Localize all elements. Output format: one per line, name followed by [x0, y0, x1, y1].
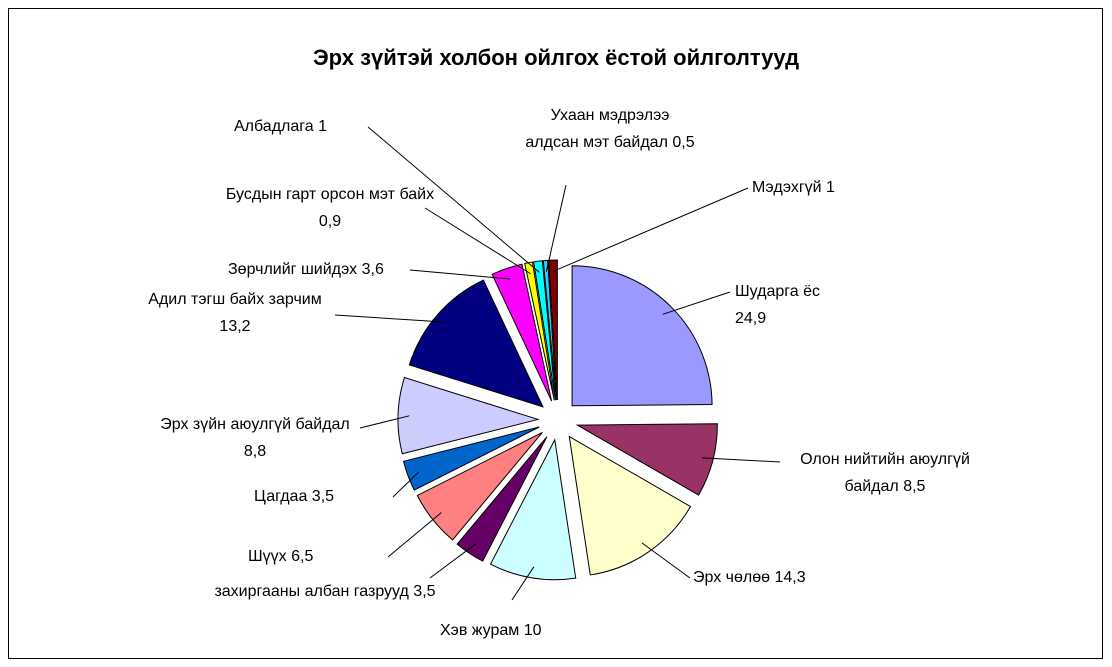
leader-line — [359, 415, 410, 429]
slice-label: Цагдаа 3,5 — [254, 483, 374, 510]
slice-name: Эрх чөлөө — [693, 569, 771, 586]
slice-name: Шүүх — [248, 548, 287, 565]
chart-frame — [8, 8, 1103, 659]
slice-label: Зөрчлийг шийдэх 3,6 — [228, 256, 408, 283]
slice-label: Мэдэхгүй 1 — [752, 174, 872, 201]
slice-name: Эрх зүйн аюулгүй байдал — [160, 416, 350, 433]
leader-line — [662, 291, 731, 315]
pie-slice — [575, 423, 718, 496]
leader-line — [334, 314, 446, 323]
pie-slice — [397, 376, 540, 455]
slice-label: захиргааны албан газрууд 3,5 — [210, 578, 440, 605]
leader-line — [641, 542, 691, 579]
pie-slice — [548, 259, 558, 401]
slice-label: Шударга ёс 24,9 — [735, 278, 845, 332]
slice-value: 1 — [826, 179, 835, 196]
leader-line — [511, 566, 535, 601]
slice-name: Ухаан мэдрэлээ алдсан мэт байдал — [525, 107, 670, 151]
slice-label: Бусдын гарт орсон мэт байх 0,9 — [220, 181, 440, 235]
pie-slice — [491, 263, 553, 402]
slice-value: 0,9 — [318, 213, 342, 230]
pie-slice — [533, 260, 556, 401]
slice-label: Шүүх 6,5 — [248, 543, 348, 570]
slice-name: Олон нийтийн аюулгүй байдал — [800, 451, 970, 495]
slice-value: 8,5 — [903, 478, 926, 495]
slice-label: Адил тэгш байх зарчим 13,2 — [140, 286, 330, 340]
slice-label: Олон нийтийн аюулгүй байдал 8,5 — [780, 446, 990, 500]
slice-value: 24,9 — [735, 310, 767, 327]
pie-slice — [571, 265, 713, 407]
slice-label: Ухаан мэдрэлээ алдсан мэт байдал 0,5 — [525, 102, 695, 156]
leader-line — [424, 207, 531, 275]
slice-value: 14,3 — [774, 569, 806, 586]
slice-name: Шударга ёс — [735, 283, 820, 300]
leader-line — [701, 457, 781, 463]
leader-line — [392, 471, 419, 498]
pie-slice — [408, 279, 544, 408]
slice-value: 10 — [523, 622, 542, 639]
pie-slice — [542, 259, 557, 401]
slice-name: Адил тэгш байх зарчим — [148, 291, 322, 308]
slice-name: Хэв журам — [440, 622, 520, 639]
slice-name: Мэдэхгүй — [752, 179, 822, 196]
leader-line — [429, 543, 476, 579]
slice-label: Эрх чөлөө 14,3 — [693, 564, 853, 591]
pie-slice — [456, 436, 548, 562]
slice-value: 0,5 — [672, 134, 695, 151]
leader-line — [367, 126, 540, 273]
slice-label: Албадлага 1 — [234, 113, 374, 140]
pie-slice — [402, 426, 540, 491]
slice-name: Албадлага — [234, 118, 314, 135]
chart-title: Эрх зүйтэй холбон ойлгох ёстой ойлголтуу… — [312, 45, 800, 70]
slice-value: 6,5 — [291, 548, 314, 565]
slice-name: Бусдын гарт орсон мэт байх — [225, 186, 435, 203]
slice-value: 3,5 — [311, 488, 335, 505]
slice-value: 3,5 — [413, 583, 436, 600]
slice-value: 8,8 — [243, 443, 267, 460]
slice-value: 3,6 — [361, 261, 384, 278]
leader-line — [553, 187, 749, 272]
slice-value: 13,2 — [219, 318, 251, 335]
leader-line — [545, 184, 567, 272]
slice-name: захиргааны албан газрууд — [214, 583, 409, 600]
pie-slice — [568, 435, 692, 576]
slice-label: Хэв журам 10 — [440, 617, 600, 644]
slice-name: Зөрчлийг шийдэх — [228, 261, 358, 278]
leader-line — [387, 512, 442, 558]
slice-label: Эрх зүйн аюулгүй байдал 8,8 — [150, 411, 360, 465]
slice-name: Цагдаа — [254, 488, 308, 505]
slice-value: 1 — [318, 118, 328, 135]
leader-line — [409, 269, 511, 280]
pie-slice — [489, 438, 577, 581]
